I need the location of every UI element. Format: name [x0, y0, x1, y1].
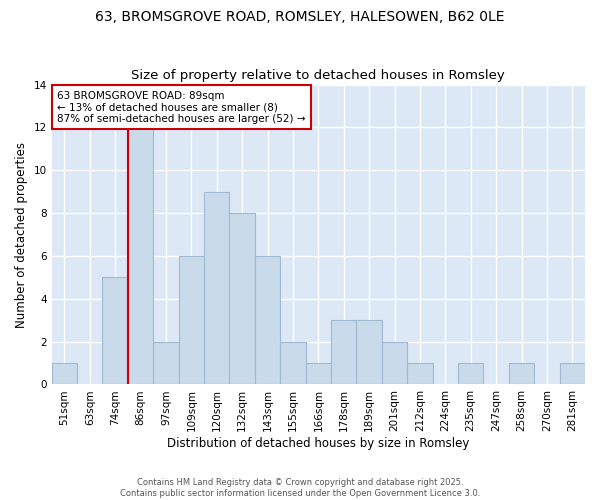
- Bar: [382, 342, 407, 384]
- Bar: [255, 256, 280, 384]
- Bar: [305, 363, 331, 384]
- Bar: [204, 192, 229, 384]
- Bar: [458, 363, 484, 384]
- Bar: [229, 213, 255, 384]
- Bar: [331, 320, 356, 384]
- Bar: [407, 363, 433, 384]
- Text: 63 BROMSGROVE ROAD: 89sqm
← 13% of detached houses are smaller (8)
87% of semi-d: 63 BROMSGROVE ROAD: 89sqm ← 13% of detac…: [57, 90, 305, 124]
- Bar: [153, 342, 179, 384]
- Bar: [52, 363, 77, 384]
- Bar: [560, 363, 585, 384]
- Bar: [356, 320, 382, 384]
- Y-axis label: Number of detached properties: Number of detached properties: [15, 142, 28, 328]
- Bar: [280, 342, 305, 384]
- Bar: [103, 278, 128, 384]
- Bar: [179, 256, 204, 384]
- Bar: [509, 363, 534, 384]
- Title: Size of property relative to detached houses in Romsley: Size of property relative to detached ho…: [131, 69, 505, 82]
- Text: Contains HM Land Registry data © Crown copyright and database right 2025.
Contai: Contains HM Land Registry data © Crown c…: [120, 478, 480, 498]
- Text: 63, BROMSGROVE ROAD, ROMSLEY, HALESOWEN, B62 0LE: 63, BROMSGROVE ROAD, ROMSLEY, HALESOWEN,…: [95, 10, 505, 24]
- X-axis label: Distribution of detached houses by size in Romsley: Distribution of detached houses by size …: [167, 437, 470, 450]
- Bar: [128, 128, 153, 384]
